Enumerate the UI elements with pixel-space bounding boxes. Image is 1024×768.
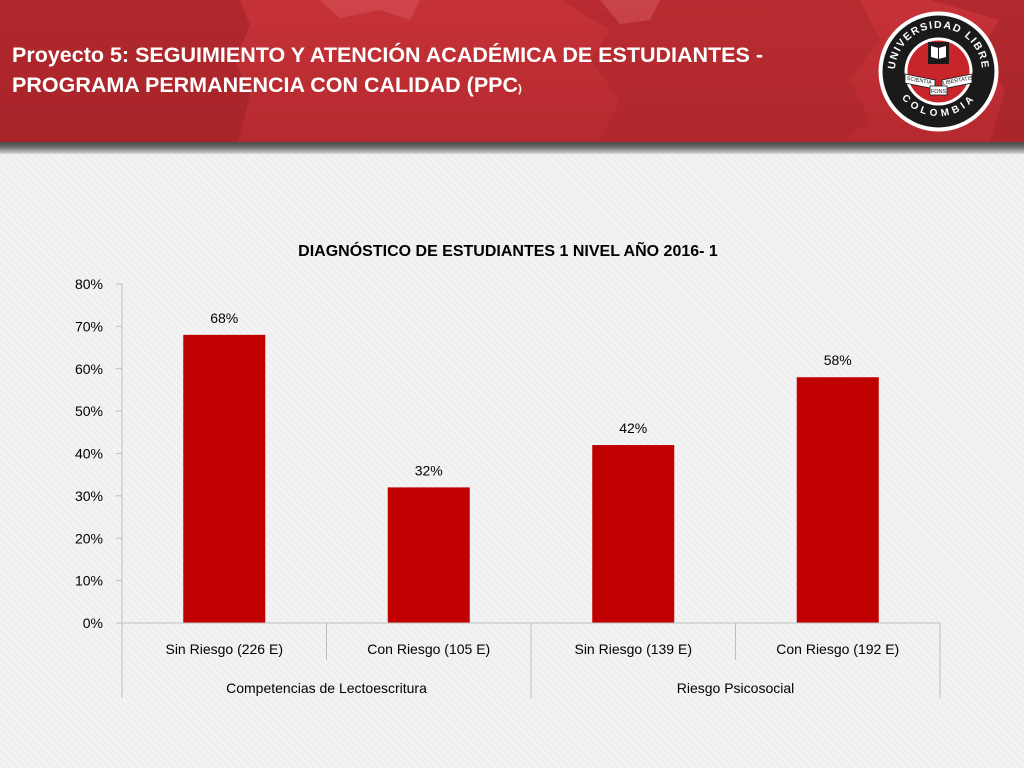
title-suffix: ) [518, 83, 522, 95]
data-label: 58% [824, 352, 852, 368]
title-line-1: Proyecto 5: SEGUIMIENTO Y ATENCIÓN ACADÉ… [12, 43, 763, 67]
logo-ribbon-right: LIBERTATIS [942, 75, 973, 86]
university-seal-icon: UNIVERSIDAD LIBRE COLOMBIA SCIENTIA FONS… [878, 11, 999, 132]
page-title: Proyecto 5: SEGUIMIENTO Y ATENCIÓN ACADÉ… [12, 40, 862, 104]
chart-title: DIAGNÓSTICO DE ESTUDIANTES 1 NIVEL AÑO 2… [298, 240, 718, 260]
data-labels: 68% 32% 42% 58% [210, 310, 852, 479]
axes [121, 284, 941, 698]
x-axis-labels: Sin Riesgo (226 E) Con Riesgo (105 E) Sin … [165, 641, 899, 657]
x-category-label: Con Riesgo (192 E) [776, 641, 899, 657]
header-shadow [0, 142, 1024, 154]
logo-ribbon-left: SCIENTIA [906, 76, 932, 86]
x-category-label: Sin Riesgo (139 E) [574, 641, 692, 657]
header-banner: Proyecto 5: SEGUIMIENTO Y ATENCIÓN ACADÉ… [0, 0, 1024, 142]
y-tick-label: 40% [75, 446, 103, 462]
y-tick-label: 0% [83, 615, 103, 631]
y-tick-label: 10% [75, 573, 103, 589]
data-label: 68% [210, 310, 238, 326]
x-group-label: Competencias de Lectoescritura [226, 680, 427, 696]
title-line-2: PROGRAMA PERMANENCIA CON CALIDAD (PPC) [12, 70, 862, 104]
y-tick-label: 50% [75, 403, 103, 419]
bar [592, 445, 675, 623]
y-axis-ticks: 0% 10% 20% 30% 40% 50% 60% 70% 80% [75, 276, 122, 631]
data-label: 42% [619, 420, 647, 436]
x-category-label: Con Riesgo (105 E) [367, 641, 490, 657]
y-tick-label: 70% [75, 318, 103, 334]
bar [387, 487, 470, 623]
map-background-icon [0, 0, 1024, 142]
bar [183, 334, 266, 623]
logo-ribbon-center: FONS [931, 89, 947, 95]
data-label: 32% [415, 462, 443, 478]
y-tick-label: 80% [75, 276, 103, 292]
bar [796, 377, 879, 623]
y-tick-label: 20% [75, 530, 103, 546]
y-tick-label: 30% [75, 488, 103, 504]
bars [183, 334, 879, 623]
x-axis-group-labels: Competencias de Lectoescritura Riesgo Psi… [226, 680, 794, 696]
x-category-label: Sin Riesgo (226 E) [165, 641, 283, 657]
x-group-label: Riesgo Psicosocial [677, 680, 795, 696]
y-tick-label: 60% [75, 361, 103, 377]
title-line-2-text: PROGRAMA PERMANENCIA CON CALIDAD (PPC [12, 73, 519, 97]
